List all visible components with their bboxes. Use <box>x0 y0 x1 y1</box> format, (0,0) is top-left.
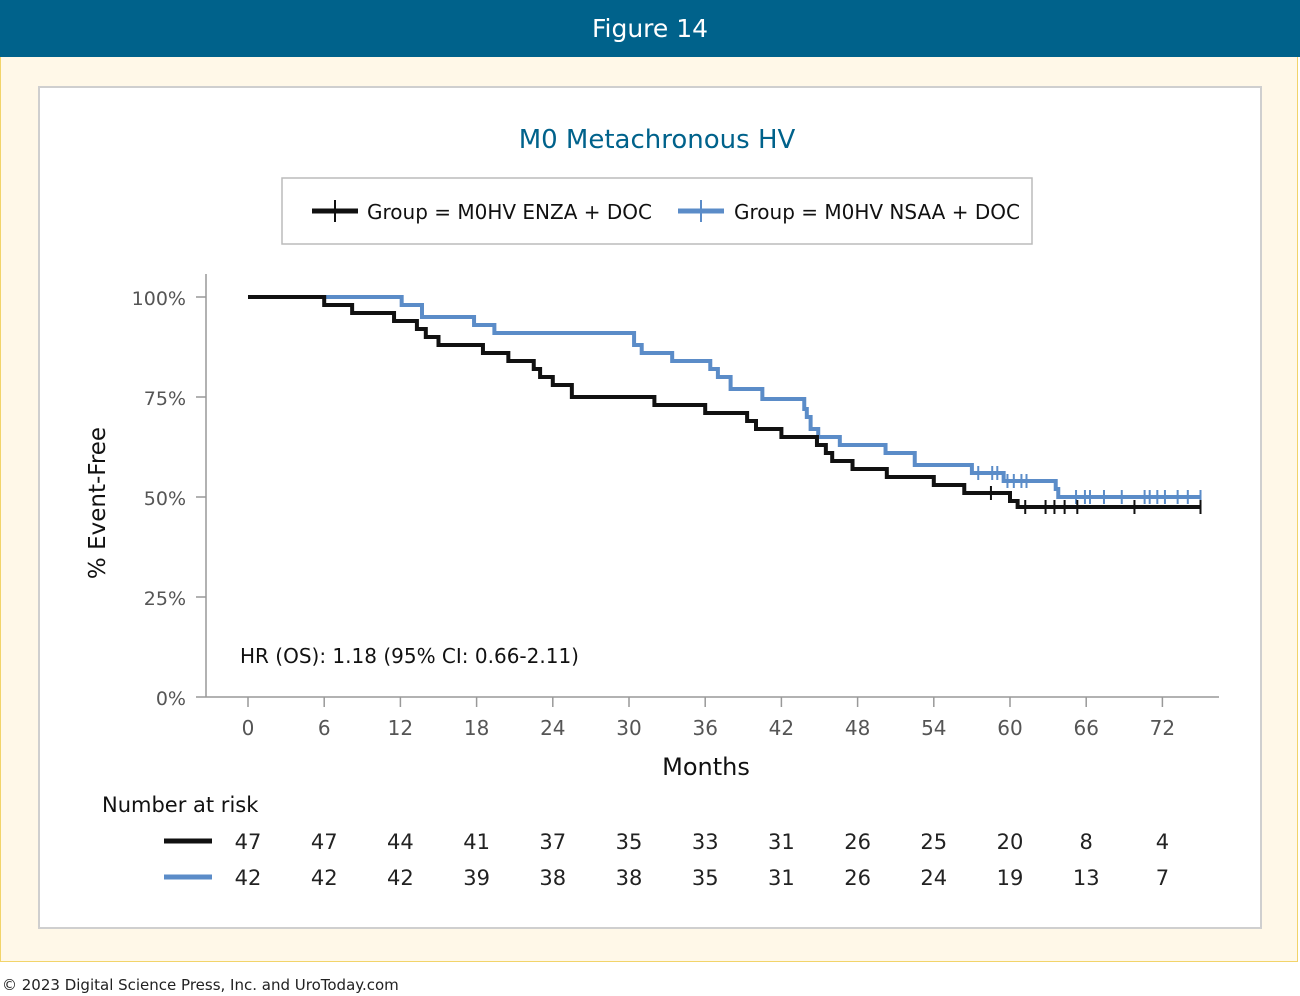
y-tick-label: 0% <box>156 688 186 710</box>
figure-title: Figure 14 <box>591 14 709 43</box>
risk-count: 26 <box>844 866 871 890</box>
risk-count: 24 <box>920 866 947 890</box>
risk-count: 44 <box>387 830 414 854</box>
legend: Group = M0HV ENZA + DOC Group = M0HV NSA… <box>281 177 1033 245</box>
risk-count: 31 <box>768 866 795 890</box>
risk-count: 8 <box>1080 830 1093 854</box>
risk-count: 47 <box>235 830 262 854</box>
risk-count: 38 <box>539 866 566 890</box>
x-tick-label: 24 <box>540 716 565 740</box>
risk-count: 47 <box>311 830 338 854</box>
risk-count: 4 <box>1156 830 1169 854</box>
risk-count: 26 <box>844 830 871 854</box>
x-tick-label: 66 <box>1073 716 1098 740</box>
x-tick-label: 48 <box>845 716 870 740</box>
risk-count: 35 <box>616 830 643 854</box>
figure-header: Figure 14 <box>0 0 1300 57</box>
risk-count: 39 <box>463 866 490 890</box>
risk-count: 13 <box>1073 866 1100 890</box>
risk-count: 42 <box>235 866 262 890</box>
x-axis-label: Months <box>662 753 750 781</box>
chart-title: M0 Metachronous HV <box>519 125 796 155</box>
risk-count: 25 <box>920 830 947 854</box>
x-tick-label: 12 <box>388 716 413 740</box>
legend-label-nsaa: Group = M0HV NSAA + DOC <box>734 200 1020 224</box>
y-tick-label: 100% <box>132 288 186 310</box>
risk-count: 37 <box>539 830 566 854</box>
km-curve-series-0 <box>248 295 1201 509</box>
x-tick-label: 18 <box>464 716 489 740</box>
x-tick-label: 60 <box>997 716 1022 740</box>
y-tick-label: 75% <box>144 388 186 410</box>
x-tick-label: 0 <box>242 716 255 740</box>
risk-count: 41 <box>463 830 490 854</box>
risk-count: 33 <box>692 830 719 854</box>
risk-table: Number at risk 47 47 44 41 37 35 33 31 26 25 20 8 4 4… <box>102 793 1169 890</box>
x-tick-label: 54 <box>921 716 946 740</box>
legend-label-enza: Group = M0HV ENZA + DOC <box>367 200 652 224</box>
risk-count: 42 <box>311 866 338 890</box>
risk-count: 7 <box>1156 866 1169 890</box>
risk-count: 38 <box>616 866 643 890</box>
legend-box <box>281 177 1033 245</box>
y-tick-label: 25% <box>144 588 186 610</box>
risk-count: 20 <box>997 830 1024 854</box>
x-tick-label: 72 <box>1150 716 1175 740</box>
copyright-footer: © 2023 Digital Science Press, Inc. and U… <box>2 976 399 994</box>
x-tick-label: 30 <box>616 716 641 740</box>
risk-count: 31 <box>768 830 795 854</box>
x-tick-label: 42 <box>769 716 794 740</box>
risk-count: 42 <box>387 866 414 890</box>
y-axis-label: % Event-Free <box>85 427 111 579</box>
risk-count: 19 <box>997 866 1024 890</box>
y-tick-label: 50% <box>144 488 186 510</box>
axes: 0% 25% 50% 75% 100% 0 6 12 18 24 30 36 42 48 54 60 66 72 <box>132 274 1219 740</box>
risk-table-title: Number at risk <box>102 793 259 817</box>
km-curve-series-1 <box>248 295 1201 499</box>
risk-count: 35 <box>692 866 719 890</box>
x-tick-label: 36 <box>692 716 717 740</box>
x-tick-label: 6 <box>318 716 331 740</box>
hr-annotation: HR (OS): 1.18 (95% CI: 0.66-2.11) <box>240 644 579 668</box>
